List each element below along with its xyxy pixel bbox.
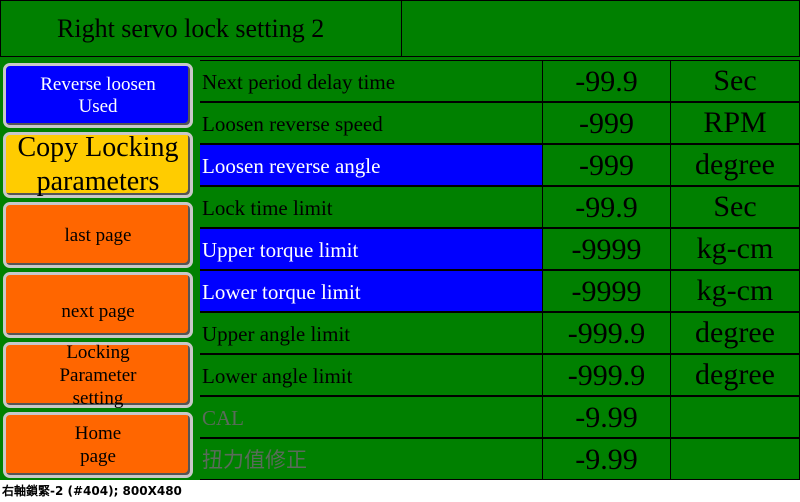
row-label: Loosen reverse angle xyxy=(200,144,543,186)
table-row: Loosen reverse speed -999 RPM xyxy=(200,102,800,144)
table-row: Lower angle limit -999.9 degree xyxy=(200,354,800,396)
row-value-input[interactable]: -99.9 xyxy=(543,60,671,102)
row-label: Lower angle limit xyxy=(200,354,543,396)
table-row: Lower torque limit -9999 kg-cm xyxy=(200,270,800,312)
table-row: Next period delay time -99.9 Sec xyxy=(200,60,800,102)
home-page-button[interactable]: Home page xyxy=(3,412,193,478)
row-value-input[interactable]: -9.99 xyxy=(543,396,671,438)
button-label-line: Parameter xyxy=(59,364,137,386)
row-label: Lower torque limit xyxy=(200,270,543,312)
row-value-input[interactable]: -9.99 xyxy=(543,438,671,480)
reverse-loosen-used-button[interactable]: Reverse loosen Used xyxy=(3,63,193,128)
button-label-line: Used xyxy=(78,95,118,117)
button-label-line: Home xyxy=(74,423,122,444)
button-label-line: setting xyxy=(72,387,124,409)
table-row: Loosen reverse angle -999 degree xyxy=(200,144,800,186)
screen-caption: 右軸鎖緊-2 (#404); 800X480 xyxy=(2,484,182,498)
page-title: Right servo lock setting 2 xyxy=(1,1,402,56)
row-label: 扭力值修正 xyxy=(200,438,543,480)
header-bar: Right servo lock setting 2 xyxy=(0,0,800,57)
row-label: Upper torque limit xyxy=(200,228,543,270)
row-value-input[interactable]: -999.9 xyxy=(543,312,671,354)
button-label-line: Locking xyxy=(66,341,130,363)
row-value-input[interactable]: -99.9 xyxy=(543,186,671,228)
row-unit: Sec xyxy=(671,186,800,228)
next-page-button[interactable]: next page xyxy=(3,272,193,338)
row-label: Upper angle limit xyxy=(200,312,543,354)
row-unit: kg-cm xyxy=(671,228,800,270)
row-unit xyxy=(671,396,800,438)
row-value-input[interactable]: -9999 xyxy=(543,270,671,312)
row-label: Lock time limit xyxy=(200,186,543,228)
row-value-input[interactable]: -999 xyxy=(543,102,671,144)
table-row: Upper torque limit -9999 kg-cm xyxy=(200,228,800,270)
row-unit xyxy=(671,438,800,480)
row-label: Loosen reverse speed xyxy=(200,102,543,144)
button-label-line: page xyxy=(80,446,116,467)
row-unit: degree xyxy=(671,312,800,354)
row-value-input[interactable]: -999.9 xyxy=(543,354,671,396)
button-label-line: parameters xyxy=(36,166,160,197)
row-unit: degree xyxy=(671,144,800,186)
hmi-screen: Right servo lock setting 2 Reverse loose… xyxy=(0,0,800,480)
row-unit: Sec xyxy=(671,60,800,102)
row-value-input[interactable]: -9999 xyxy=(543,228,671,270)
locking-parameter-setting-button[interactable]: Locking Parameter setting xyxy=(3,341,193,409)
button-label-line: Reverse loosen xyxy=(40,73,156,95)
row-label: CAL xyxy=(200,396,543,438)
copy-locking-parameters-button[interactable]: Copy Locking parameters xyxy=(3,132,193,198)
row-value-input[interactable]: -999 xyxy=(543,144,671,186)
table-row: 扭力值修正 -9.99 xyxy=(200,438,800,480)
button-label-line: last page xyxy=(64,224,132,246)
row-unit: kg-cm xyxy=(671,270,800,312)
row-label: Next period delay time xyxy=(200,60,543,102)
table-row: Lock time limit -99.9 Sec xyxy=(200,186,800,228)
row-unit: RPM xyxy=(671,102,800,144)
button-label-line: next page xyxy=(61,300,135,322)
row-unit: degree xyxy=(671,354,800,396)
button-label-line: Copy Locking xyxy=(17,132,179,163)
last-page-button[interactable]: last page xyxy=(3,202,193,268)
table-row: CAL -9.99 xyxy=(200,396,800,438)
table-row: Upper angle limit -999.9 degree xyxy=(200,312,800,354)
